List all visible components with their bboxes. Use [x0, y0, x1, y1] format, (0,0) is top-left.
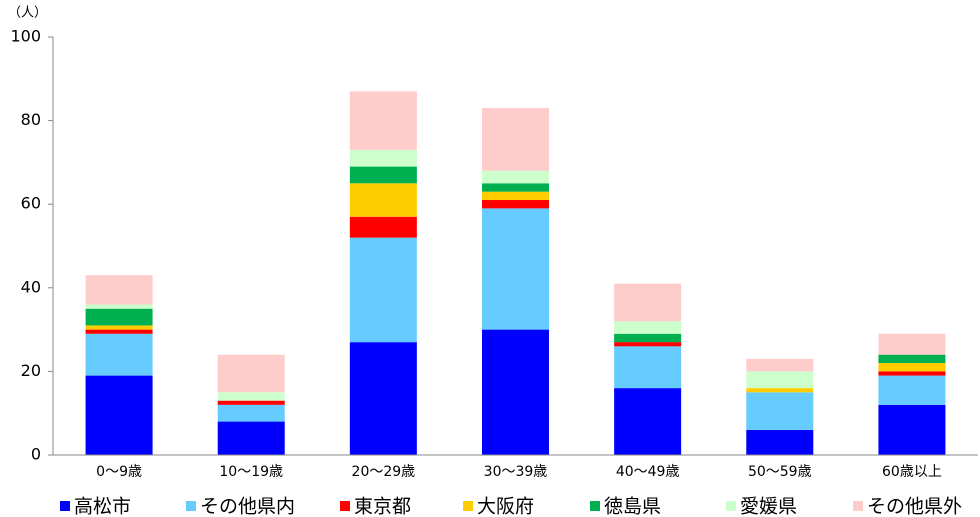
- legend-swatch: [463, 501, 473, 511]
- bar-segment: [614, 346, 682, 389]
- x-tick-label: 20～29歳: [352, 464, 416, 480]
- bar-segment: [217, 421, 285, 455]
- bar-segment: [482, 183, 549, 192]
- legend-swatch: [590, 501, 600, 511]
- legend-swatch: [853, 501, 863, 511]
- bar-segment: [349, 216, 417, 238]
- y-tick-label: 0: [31, 445, 41, 464]
- legend-swatch: [340, 501, 350, 511]
- bar-segment: [349, 342, 417, 455]
- bar-segment: [85, 333, 153, 376]
- y-tick-label: 100: [10, 27, 41, 46]
- y-tick-label: 40: [21, 277, 41, 296]
- legend-swatch: [186, 501, 196, 511]
- bar-segment: [482, 200, 549, 209]
- bar-segment: [878, 363, 946, 372]
- bar-segment: [878, 354, 946, 364]
- x-tick-label: 10～19歳: [219, 464, 283, 480]
- bar-segment: [482, 208, 549, 330]
- x-tick-label: 50～59歳: [748, 464, 812, 480]
- legend-label: 愛媛県: [740, 496, 797, 517]
- bar-segment: [482, 108, 549, 171]
- bar-segment: [614, 333, 682, 343]
- bar-segment: [85, 325, 153, 330]
- bar-segment: [482, 170, 549, 184]
- bar-segment: [614, 321, 682, 334]
- bar-segment: [349, 149, 417, 167]
- bar-segment: [878, 333, 946, 355]
- bar-segment: [349, 183, 417, 217]
- x-tick-label: 0～9歳: [96, 464, 142, 480]
- bar-segment: [85, 308, 153, 326]
- bar-segment: [746, 358, 814, 372]
- bar-segment: [85, 304, 153, 309]
- x-tick-label: 60歳以上: [882, 464, 942, 480]
- x-tick-label: 30～39歳: [484, 464, 548, 480]
- y-tick-label: 20: [21, 361, 41, 380]
- bar-segment: [614, 342, 682, 347]
- legend-label: 大阪府: [477, 496, 534, 517]
- y-axis-label: （人）: [8, 6, 47, 21]
- bar-segment: [217, 392, 285, 401]
- bar-segment: [85, 329, 153, 334]
- legend-swatch: [60, 501, 70, 511]
- bar-segment: [878, 404, 946, 455]
- bar-segment: [746, 429, 814, 455]
- bar-segment: [85, 375, 153, 455]
- bar-segment: [349, 237, 417, 343]
- bar-segment: [746, 392, 814, 430]
- bar-segment: [217, 400, 285, 405]
- bar-segment: [85, 275, 153, 305]
- bar-segment: [482, 191, 549, 201]
- bar-segment: [878, 371, 946, 376]
- bar-segment: [349, 166, 417, 184]
- bar-segment: [482, 329, 549, 455]
- bar-segment: [217, 354, 285, 393]
- x-tick-label: 40～49歳: [616, 464, 680, 480]
- bar-segment: [614, 388, 682, 455]
- legend-label: 高松市: [74, 496, 131, 517]
- bar-segment: [349, 91, 417, 150]
- bar-segment: [746, 371, 814, 389]
- bar-segment: [746, 388, 814, 393]
- bar-segment: [217, 404, 285, 422]
- bar-segment: [614, 283, 682, 322]
- legend-label: その他県外: [867, 496, 962, 517]
- legend-swatch: [726, 501, 736, 511]
- y-tick-label: 80: [21, 110, 41, 129]
- legend-label: 東京都: [354, 496, 411, 517]
- legend-label: その他県内: [200, 496, 295, 517]
- legend-label: 徳島県: [604, 496, 661, 517]
- y-tick-label: 60: [21, 194, 41, 213]
- bar-segment: [878, 375, 946, 405]
